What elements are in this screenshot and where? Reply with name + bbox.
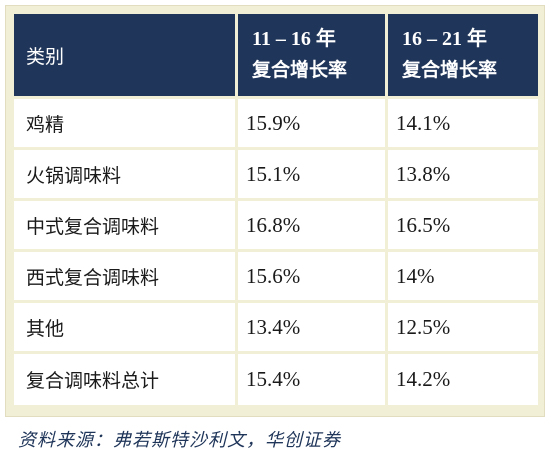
row-cagr-16-21: 16.5% bbox=[388, 201, 538, 252]
row-cagr-11-16: 13.4% bbox=[238, 303, 388, 354]
row-category: 鸡精 bbox=[14, 99, 238, 150]
table-frame: 类别 11 – 16 年 复合增长率 16 – 21 年 复合增长率 鸡精 15… bbox=[5, 5, 545, 417]
row-category: 复合调味料总计 bbox=[14, 354, 238, 405]
row-category: 西式复合调味料 bbox=[14, 252, 238, 303]
table-row: 鸡精 15.9% 14.1% bbox=[14, 99, 538, 150]
row-cagr-11-16: 16.8% bbox=[238, 201, 388, 252]
header-cagr-16-21-period: 16 – 21 年 bbox=[402, 28, 487, 50]
row-cagr-11-16: 15.1% bbox=[238, 150, 388, 201]
header-cagr-16-21-label: 复合增长率 bbox=[402, 59, 498, 81]
table-row: 复合调味料总计 15.4% 14.2% bbox=[14, 354, 538, 405]
table-row: 火锅调味料 15.1% 13.8% bbox=[14, 150, 538, 201]
row-cagr-11-16: 15.4% bbox=[238, 354, 388, 405]
row-cagr-11-16: 15.9% bbox=[238, 99, 388, 150]
cagr-table: 类别 11 – 16 年 复合增长率 16 – 21 年 复合增长率 鸡精 15… bbox=[14, 14, 538, 405]
row-cagr-11-16: 15.6% bbox=[238, 252, 388, 303]
table-row: 西式复合调味料 15.6% 14% bbox=[14, 252, 538, 303]
source-note: 资料来源：弗若斯特沙利文，华创证券 bbox=[18, 430, 341, 451]
header-cagr-11-16-period: 11 – 16 年 bbox=[252, 28, 336, 50]
table-row: 中式复合调味料 16.8% 16.5% bbox=[14, 201, 538, 252]
header-category: 类别 bbox=[14, 14, 238, 96]
row-category: 火锅调味料 bbox=[14, 150, 238, 201]
header-cagr-11-16-label: 复合增长率 bbox=[252, 59, 348, 81]
row-category: 中式复合调味料 bbox=[14, 201, 238, 252]
table-row: 其他 13.4% 12.5% bbox=[14, 303, 538, 354]
row-cagr-16-21: 14.1% bbox=[388, 99, 538, 150]
row-cagr-16-21: 13.8% bbox=[388, 150, 538, 201]
row-cagr-16-21: 14.2% bbox=[388, 354, 538, 405]
row-cagr-16-21: 12.5% bbox=[388, 303, 538, 354]
header-cagr-11-16: 11 – 16 年 复合增长率 bbox=[238, 14, 388, 96]
header-cagr-16-21: 16 – 21 年 复合增长率 bbox=[388, 14, 538, 96]
table-header-row: 类别 11 – 16 年 复合增长率 16 – 21 年 复合增长率 bbox=[14, 14, 538, 96]
row-cagr-16-21: 14% bbox=[388, 252, 538, 303]
row-category: 其他 bbox=[14, 303, 238, 354]
